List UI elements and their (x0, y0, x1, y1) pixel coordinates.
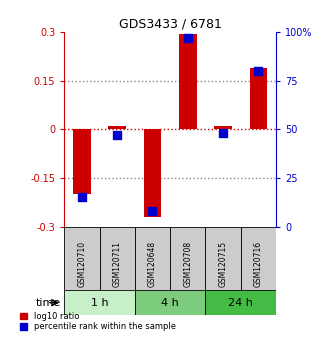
Text: GSM120708: GSM120708 (183, 241, 192, 287)
Legend: log10 ratio, percentile rank within the sample: log10 ratio, percentile rank within the … (20, 312, 176, 331)
Text: GSM120711: GSM120711 (113, 241, 122, 287)
Point (115, 132, 120, 138)
Point (150, 208, 155, 214)
Bar (205, 227, 241, 290)
Text: GSM120710: GSM120710 (77, 241, 86, 287)
Bar (241, 227, 276, 290)
Bar (64, 227, 100, 290)
Bar (205, 290, 276, 315)
Bar (144, 129, 161, 217)
Point (221, 130, 226, 136)
Bar (214, 126, 232, 129)
Point (185, 35, 190, 41)
Text: 24 h: 24 h (228, 298, 253, 308)
Bar (64, 290, 135, 315)
Text: 4 h: 4 h (161, 298, 179, 308)
Bar (73, 129, 91, 194)
Text: GSM120715: GSM120715 (219, 241, 228, 287)
Title: GDS3433 / 6781: GDS3433 / 6781 (119, 18, 221, 31)
Point (79, 195, 84, 200)
Point (256, 68, 261, 74)
Bar (100, 227, 135, 290)
Text: GSM120648: GSM120648 (148, 241, 157, 287)
Text: GSM120716: GSM120716 (254, 241, 263, 287)
Bar (135, 227, 170, 290)
Bar (179, 34, 197, 129)
Text: time: time (36, 298, 61, 308)
Bar (250, 68, 267, 129)
Bar (170, 227, 205, 290)
Text: 1 h: 1 h (91, 298, 108, 308)
Bar (135, 290, 205, 315)
Bar (108, 126, 126, 129)
